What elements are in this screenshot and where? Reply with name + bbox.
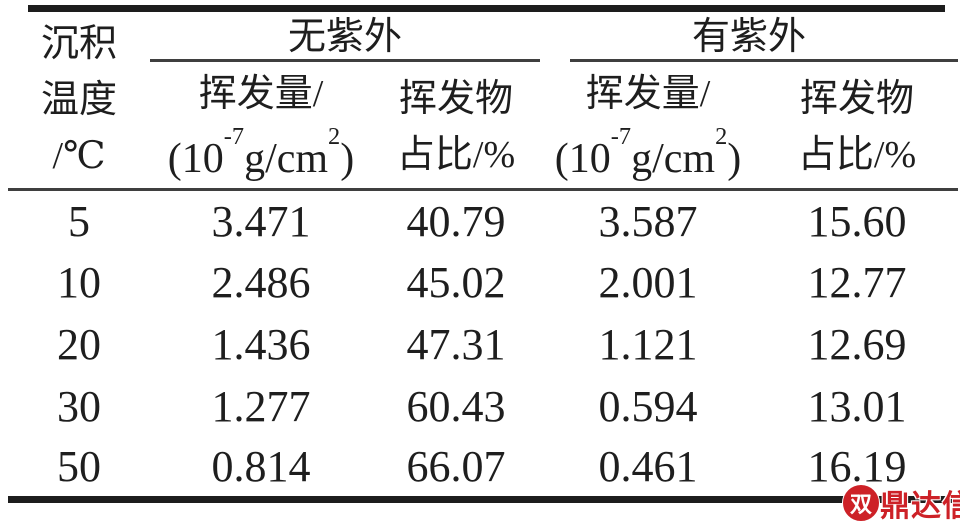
cell-uv-amount: 2.001 xyxy=(598,258,698,307)
cell-temp: 30 xyxy=(57,382,101,431)
cell-temp: 5 xyxy=(68,196,90,246)
cell-uv-ratio: 12.77 xyxy=(807,258,907,307)
cell-no-uv-amount: 2.486 xyxy=(211,258,311,307)
cell-no-uv-amount: 3.471 xyxy=(211,196,311,246)
cell-uv-amount: 1.121 xyxy=(598,320,698,369)
temp-column-header: 沉积 温度 /℃ xyxy=(8,12,150,191)
amount-header-label: 挥发量/ xyxy=(585,73,711,115)
watermark-brand: 鼎达信 xyxy=(880,490,960,521)
cell-no-uv-ratio: 45.02 xyxy=(406,258,506,307)
cell-uv-amount: 0.461 xyxy=(598,442,698,492)
cell-uv-ratio: 15.60 xyxy=(807,196,907,246)
cell-temp: 20 xyxy=(57,320,101,369)
volatiles-table: 沉积 温度 /℃ 无紫外 有紫外 挥发量/ (10-7g/cm2) 挥发物 占比… xyxy=(8,12,959,503)
cell-no-uv-amount: 0.814 xyxy=(211,442,311,492)
amount-header-uv: 挥发量/ (10-7g/cm2) xyxy=(540,62,757,191)
cell-temp: 10 xyxy=(57,258,101,307)
cell-uv-amount: 3.587 xyxy=(598,196,698,246)
group-header-uv: 有紫外 xyxy=(540,12,959,62)
cell-no-uv-amount: 1.277 xyxy=(211,382,311,431)
table-top-rule xyxy=(28,5,945,12)
header-group-row: 沉积 温度 /℃ 无紫外 有紫外 xyxy=(8,12,959,191)
group-header-no-uv: 无紫外 xyxy=(150,12,541,62)
table-row: 30 1.277 60.43 0.594 13.01 xyxy=(8,376,958,438)
cell-no-uv-ratio: 66.07 xyxy=(406,442,506,492)
table-row: 5 3.471 40.79 3.587 15.60 xyxy=(8,190,958,252)
table-row: 20 1.436 47.31 1.121 12.69 xyxy=(8,314,958,376)
cell-uv-ratio: 13.01 xyxy=(807,382,907,431)
table-row: 10 2.486 45.02 2.001 12.77 xyxy=(8,252,958,314)
table-row: 50 0.814 66.07 0.461 16.19 xyxy=(8,438,958,500)
cell-no-uv-ratio: 47.31 xyxy=(406,320,506,369)
amount-header-no-uv: 挥发量/ (10-7g/cm2) xyxy=(150,62,372,191)
amount-header-label: 挥发量/ xyxy=(198,73,324,115)
cell-no-uv-ratio: 60.43 xyxy=(406,382,506,431)
cell-no-uv-amount: 1.436 xyxy=(211,320,311,369)
cell-uv-amount: 0.594 xyxy=(598,382,698,431)
ratio-header-no-uv: 挥发物 占比/% xyxy=(372,62,541,191)
cell-no-uv-ratio: 40.79 xyxy=(406,196,506,246)
watermark-logo-icon: 双 xyxy=(842,484,880,521)
cell-uv-ratio: 12.69 xyxy=(807,320,907,369)
amount-unit: (10-7g/cm2) xyxy=(554,122,742,182)
cell-temp: 50 xyxy=(57,442,101,492)
header-sub-row: 挥发量/ (10-7g/cm2) 挥发物 占比/% 挥发量/ (10-7g/cm… xyxy=(8,62,959,191)
amount-unit: (10-7g/cm2) xyxy=(167,122,355,182)
ratio-header-uv: 挥发物 占比/% xyxy=(756,62,959,191)
cell-uv-ratio: 16.19 xyxy=(807,442,907,492)
watermark: 双 鼎达信 xyxy=(842,481,960,521)
